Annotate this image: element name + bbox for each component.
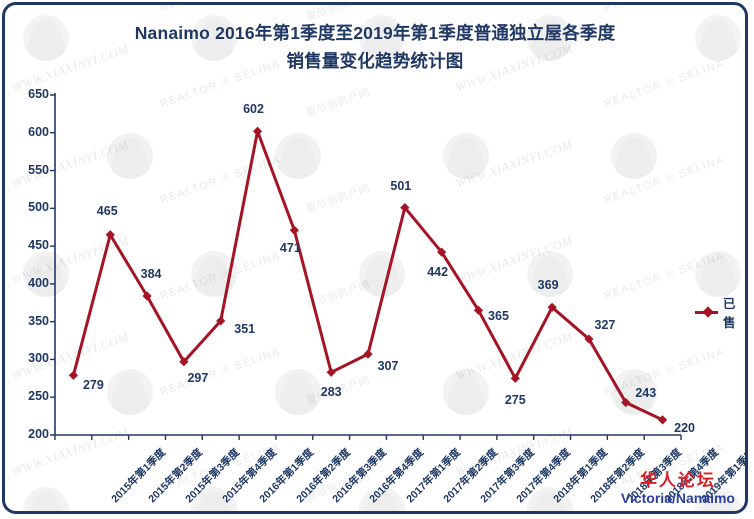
- data-point-label: 327: [594, 318, 616, 333]
- forum-watermark: 华人论坛 Victoria/Nanaimo: [621, 473, 735, 506]
- series-point-marker: [473, 305, 484, 315]
- series-point-marker: [363, 349, 373, 359]
- data-point-label: 501: [390, 178, 412, 193]
- series-point-marker: [252, 126, 263, 136]
- chart-legend[interactable]: 已售: [695, 293, 745, 331]
- y-axis-tick-label: 650: [28, 87, 49, 101]
- chart-title-line-1: Nanaimo 2016年第1季度至2019年第1季度普通独立屋各季度: [134, 23, 616, 43]
- series-point-marker: [584, 334, 594, 344]
- data-point-label: 279: [82, 378, 104, 393]
- series-point-marker: [68, 370, 79, 380]
- data-point-label: 471: [279, 241, 301, 256]
- y-axis-tick-label: 600: [28, 124, 49, 139]
- series-point-marker: [400, 202, 410, 213]
- data-point-label: 465: [96, 203, 118, 218]
- y-axis-tick-label: 200: [28, 427, 49, 441]
- chart-title: Nanaimo 2016年第1季度至2019年第1季度普通独立屋各季度 销售量变…: [5, 19, 745, 75]
- series-point-marker: [142, 291, 152, 301]
- data-point-label: 384: [140, 266, 162, 281]
- data-point-label: 602: [243, 102, 264, 117]
- series-point-marker: [621, 397, 631, 408]
- series-point-marker: [179, 357, 189, 367]
- series-point-marker: [105, 230, 115, 240]
- series-point-marker: [510, 373, 520, 383]
- forum-watermark-en: Victoria/Nanaimo: [620, 490, 735, 507]
- plot-area: 200 250 300 350 400 450 500 550 600 650 2015年第1季度 2…: [5, 5, 745, 511]
- series-point-marker: [216, 316, 226, 326]
- y-axis-tick-label: 300: [28, 351, 49, 366]
- legend-label-sold: 已售: [722, 297, 736, 330]
- y-axis-tick-label: 250: [28, 389, 49, 404]
- data-point-label: 283: [320, 385, 342, 400]
- series-point-marker: [437, 247, 447, 257]
- legend-line-marker-icon: [695, 310, 718, 314]
- y-axis-tick-label: 400: [28, 275, 49, 290]
- y-axis-tick-label: 450: [28, 238, 49, 253]
- series-point-marker: [326, 367, 336, 377]
- series-point-marker: [547, 302, 557, 312]
- data-point-label: 275: [504, 393, 526, 408]
- data-point-label: 442: [427, 265, 449, 280]
- series-point-marker: [289, 225, 299, 235]
- series-line-sold: [71, 129, 665, 422]
- y-axis-tick-label: 500: [28, 200, 49, 215]
- chart-title-line-2: 销售量变化趋势统计图: [286, 51, 464, 71]
- y-axis-tick-label: 550: [28, 162, 49, 177]
- y-axis-tick-label: 350: [28, 313, 49, 328]
- data-point-label: 297: [187, 370, 209, 385]
- data-point-label: 243: [635, 385, 657, 400]
- forum-watermark-cn: 华人论坛: [639, 471, 716, 492]
- data-point-label: 307: [377, 359, 399, 374]
- data-point-label: 369: [537, 278, 559, 293]
- data-point-label: 365: [488, 309, 509, 324]
- chart-svg: [50, 93, 682, 440]
- series-point-marker: [657, 415, 668, 425]
- data-point-label: 220: [674, 420, 696, 435]
- data-point-label: 351: [234, 321, 256, 336]
